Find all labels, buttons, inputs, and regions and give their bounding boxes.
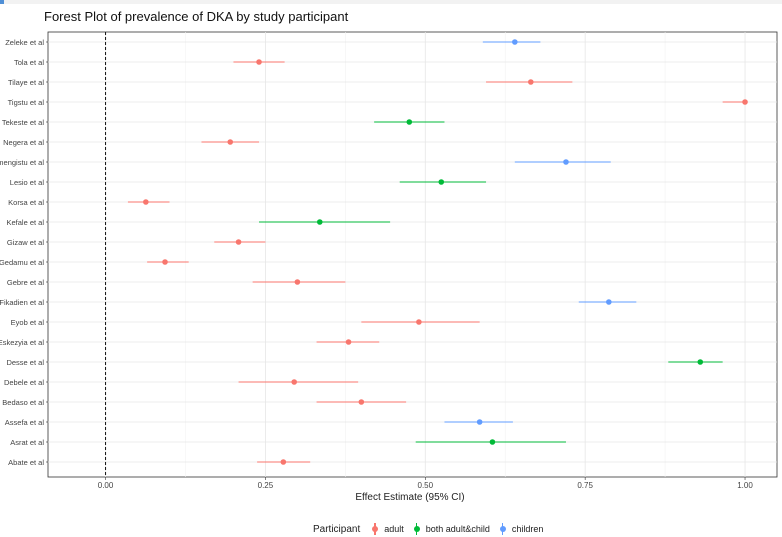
estimate-point: [416, 319, 422, 325]
estimate-point: [512, 39, 518, 45]
grid-layer: [48, 32, 777, 477]
legend-label-children: children: [511, 524, 544, 534]
y-tick-label: Negera et al: [3, 138, 44, 147]
y-tick-label: Tilaye et al: [8, 78, 44, 87]
x-tick-label: 0.00: [98, 481, 114, 490]
estimate-point: [476, 419, 483, 425]
y-tick-label: Tigstu et al: [8, 98, 45, 107]
estimate-point: [280, 459, 287, 465]
window-top-strip: [0, 0, 782, 4]
y-tick-label: Zeleke et al: [5, 38, 44, 47]
window-corner-marker: [0, 0, 4, 4]
legend-label-adult: adult: [384, 524, 404, 534]
x-tick-label: 0.25: [258, 481, 274, 490]
x-axis-title: Effect Estimate (95% CI): [355, 492, 464, 503]
y-tick-label: Tola et al: [14, 58, 44, 67]
legend-key-adult: [370, 522, 380, 536]
chart-title: Forest Plot of prevalence of DKA by stud…: [44, 9, 349, 24]
y-tick-label: Lesio et al: [10, 178, 45, 187]
x-tick-label: 1.00: [737, 481, 753, 490]
estimate-point-layer: [143, 39, 748, 465]
y-tick-label: Korsa et al: [8, 198, 44, 207]
y-tick-label: Bedaso et al: [2, 398, 44, 407]
legend-label-both: both adult&child: [425, 524, 490, 534]
estimate-point: [438, 179, 445, 185]
estimate-point: [406, 119, 413, 125]
x-tick-labels: 0.00 0.25 0.50 0.75 1.00: [98, 477, 753, 490]
y-tick-label: Kefale et al: [6, 218, 44, 227]
y-tick-label: Eyob et al: [11, 318, 45, 327]
legend-key-both: [412, 522, 422, 536]
x-tick-label: 0.75: [577, 481, 593, 490]
y-tick-label: Gebre et al: [7, 278, 44, 287]
y-tick-label: Gedamu et al: [0, 258, 44, 267]
y-tick-label: Desse et al: [6, 358, 44, 367]
estimate-point: [143, 199, 149, 205]
y-tick-label: Assefa et al: [5, 418, 45, 427]
estimate-point: [345, 339, 352, 345]
legend-item-adult: adult: [370, 522, 404, 536]
estimate-point: [227, 139, 234, 145]
y-tick-label: Asrat et al: [10, 438, 44, 447]
estimate-point: [256, 59, 262, 65]
legend: Participant adult both adult&child child…: [313, 522, 543, 536]
plot-panel: [47, 31, 778, 478]
estimate-point: [489, 439, 496, 445]
y-tick-labels: Zeleke et al Tola et al Tilaye et al Tigstu…: [0, 38, 48, 467]
legend-item-both: both adult&child: [412, 522, 490, 536]
y-tick-label: Debele et al: [4, 378, 44, 387]
estimate-point: [606, 299, 612, 305]
estimate-point: [162, 259, 168, 265]
estimate-point: [563, 159, 569, 165]
estimate-point: [235, 239, 242, 245]
y-tick-label: Tekeste et al: [2, 118, 44, 127]
estimate-point: [294, 279, 301, 285]
legend-title: Participant: [313, 523, 361, 535]
estimate-point: [697, 359, 704, 365]
y-tick-label: Eskezyia et al: [0, 338, 44, 347]
y-tick-label: Abate et al: [8, 458, 44, 467]
estimate-point: [528, 79, 534, 85]
y-tick-label: mengistu et al: [0, 158, 44, 167]
y-tick-label: Gizaw et al: [7, 238, 44, 247]
legend-item-children: children: [498, 522, 544, 536]
estimate-point: [291, 379, 297, 385]
estimate-point: [316, 219, 323, 225]
estimate-point: [742, 99, 748, 105]
legend-key-children: [498, 522, 508, 536]
estimate-point: [358, 399, 365, 405]
y-tick-label: Fikadien et al: [0, 298, 44, 307]
x-tick-label: 0.50: [418, 481, 434, 490]
